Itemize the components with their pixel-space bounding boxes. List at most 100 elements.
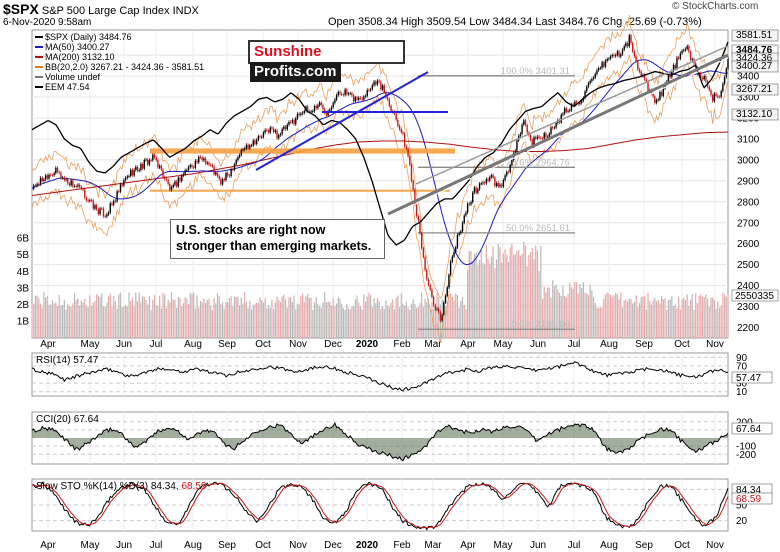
candle-body [611, 54, 613, 57]
volume-bar [315, 296, 317, 338]
volume-bar [507, 262, 510, 338]
candle-body [654, 96, 656, 103]
candle-body [516, 140, 518, 151]
candle-body [267, 130, 270, 133]
candle-body [157, 160, 159, 168]
candle-body [269, 127, 271, 133]
candle-body [381, 85, 384, 90]
volume-bar [395, 297, 397, 338]
candle-body [472, 192, 474, 203]
volume-bar [444, 306, 447, 338]
volume-bar [363, 294, 365, 338]
fib-level-label: 23.6% 2964.76 [506, 157, 570, 168]
volume-bar [199, 300, 202, 338]
volume-bar [215, 303, 217, 338]
candle-body [320, 102, 322, 106]
volume-bar [378, 301, 380, 338]
candle-body [225, 172, 227, 181]
volume-bar [623, 300, 625, 338]
price-stats: Open 3508.34 High 3509.54 Low 3484.34 La… [328, 16, 702, 28]
candle-body [580, 100, 583, 103]
candle-body [456, 234, 459, 248]
volume-bar [626, 301, 629, 338]
blue-trendline [255, 71, 429, 171]
candle-body [257, 136, 260, 140]
volume-bar [211, 309, 213, 338]
volume-bar [322, 302, 324, 338]
candle-body [318, 102, 321, 106]
candle-body [262, 132, 265, 137]
candle-body [223, 179, 225, 181]
volume-bar [706, 298, 709, 338]
month-label-top: Jul [568, 339, 581, 350]
candle-body [705, 76, 707, 82]
candle-body [48, 174, 50, 179]
candle-body [548, 133, 551, 137]
candle-body [616, 51, 619, 56]
logo-part-1: Sunshine [254, 43, 322, 60]
source-credit: © StockCharts.com [672, 1, 759, 12]
candle-body [279, 134, 282, 136]
candle-body [354, 97, 357, 102]
volume-bar [695, 293, 697, 338]
volume-bar [347, 308, 350, 338]
volume-bar [242, 303, 244, 338]
candle-body [529, 135, 532, 140]
volume-bar [601, 307, 603, 338]
candle-body [427, 279, 430, 286]
candle-body [601, 62, 603, 68]
right-value-box [731, 29, 779, 42]
volume-bar [55, 302, 57, 338]
volume-bar [133, 306, 135, 338]
candle-body [623, 46, 625, 50]
candle-body [203, 158, 205, 161]
candle-body [317, 105, 319, 109]
candle-body [165, 179, 168, 180]
candle-body [90, 200, 93, 201]
candle-body [429, 285, 431, 290]
volume-bar [487, 258, 489, 338]
candle-body [718, 96, 721, 98]
rsi-tick-label: 90 [736, 353, 748, 364]
candle-body [351, 93, 353, 96]
candle-body [264, 129, 266, 133]
volume-bar [720, 305, 722, 338]
candle-body [475, 187, 477, 193]
candle-body [46, 175, 49, 179]
volume-bar [111, 307, 113, 338]
volume-bar [688, 305, 690, 338]
candle-body [352, 95, 355, 102]
candle-body [252, 140, 254, 146]
candle-body [126, 176, 128, 178]
volume-bar [87, 307, 89, 338]
price-tick-label: 3100 [737, 134, 760, 145]
index-name: S&P 500 Large Cap Index [41, 5, 170, 17]
candle-body [664, 83, 666, 89]
volume-bar [60, 305, 62, 338]
candle-body [414, 189, 416, 205]
symbol: $SPX [3, 1, 39, 17]
volume-bar [376, 298, 379, 338]
month-label-bottom: Oct [674, 540, 690, 551]
sto-d-value: 68.59 [181, 481, 206, 492]
volume-bar [586, 293, 588, 338]
volume-bar [383, 309, 385, 338]
volume-bar [114, 300, 116, 338]
volume-bar [33, 303, 35, 338]
candle-body [700, 72, 702, 78]
candle-body [140, 163, 142, 170]
volume-bar [271, 299, 273, 338]
volume-bar [468, 251, 470, 338]
volume-bar [587, 295, 590, 338]
candle-body [152, 154, 154, 161]
candle-body [723, 76, 726, 84]
volume-bar [92, 302, 94, 338]
candle-body [625, 43, 627, 47]
rsi-tick-label: 70 [736, 361, 748, 372]
volume-bar [342, 308, 345, 338]
volume-bar [257, 302, 259, 338]
volume-tick-label: 5B [17, 250, 30, 261]
candle-body [244, 148, 246, 150]
volume-bar [417, 306, 419, 338]
